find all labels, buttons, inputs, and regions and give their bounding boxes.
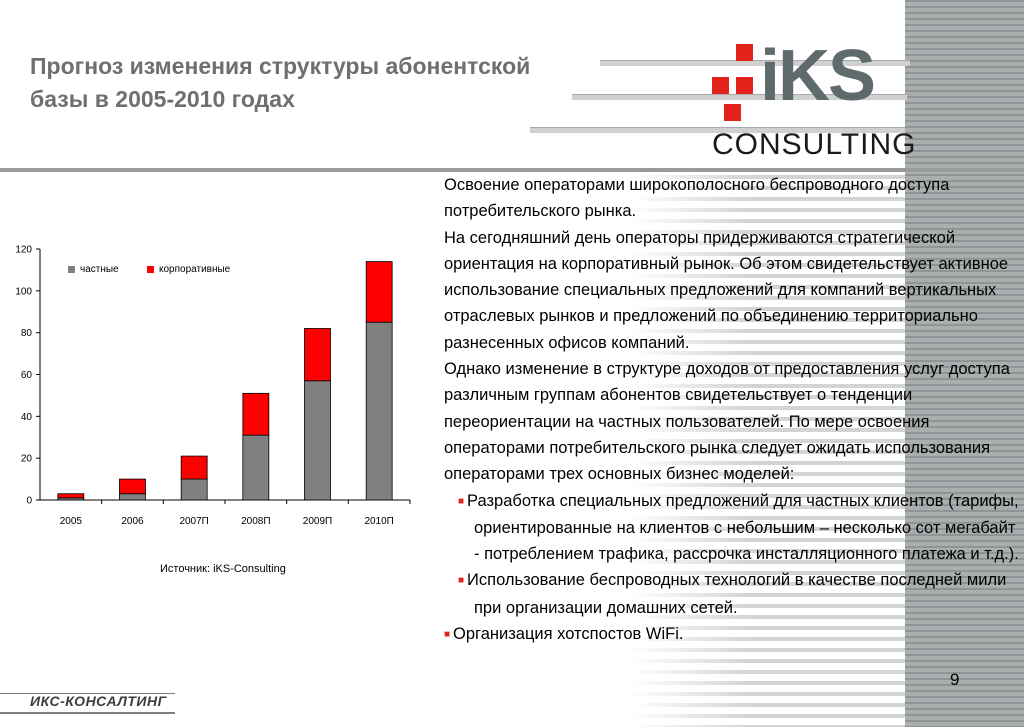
footer-divider (0, 693, 175, 694)
decor-line (600, 60, 910, 66)
legend-item-private: частные (68, 264, 119, 275)
bar-corporate (180, 455, 208, 480)
y-tick-label: 0 (26, 496, 32, 507)
iks-logo: iKS CONSULTING (712, 36, 915, 162)
logo-wordmark: iKS (760, 36, 876, 116)
list-item-text: Организация хотспостов WiFi. (453, 625, 684, 644)
bullet-icon: ■ (458, 495, 465, 507)
y-tick-label: 80 (21, 328, 33, 339)
y-tick-label: 60 (21, 370, 33, 381)
legend-swatch-private (68, 265, 75, 273)
slide-title: Прогноз изменения структуры абонентской … (30, 53, 531, 112)
logo-subtitle: CONSULTING (712, 128, 917, 161)
stacked-bar-chart: 0 20 40 60 80 100 120 2005 2006 2007П 2008П 2009П 20… (15, 245, 411, 527)
bar-private (180, 478, 208, 501)
bar-corporate (242, 392, 270, 436)
legend-item-corporate: корпоративные (147, 264, 230, 275)
bar-private (304, 380, 331, 501)
right-decorative-bar (905, 0, 1024, 727)
footer-logo: ИКС-КОНСАЛТИНГ (30, 693, 167, 709)
x-tick-label: 2009П (303, 516, 332, 527)
legend-label: корпоративные (159, 264, 231, 275)
decor-line (572, 94, 907, 100)
x-tick-label: 2006 (121, 516, 144, 527)
list-item-text: Использование беспроводных технологий в … (467, 571, 1007, 617)
bar-corporate (119, 478, 146, 495)
bar-corporate (304, 328, 331, 382)
y-tick-label: 120 (15, 245, 32, 256)
page-number: 9 (950, 670, 960, 689)
list-item-text: Разработка специальных предложений для ч… (467, 491, 1019, 564)
logo-square (736, 77, 753, 94)
decor-line (530, 127, 905, 133)
bar-corporate (57, 493, 85, 499)
stripes-fade (630, 168, 750, 727)
paragraph: На сегодняшний день операторы придержива… (444, 228, 1009, 352)
legend-label: частные (80, 264, 119, 275)
text-block: Освоение операторами широкополосного бес… (444, 172, 1024, 648)
bar-private (365, 321, 393, 501)
y-tick-label: 20 (21, 454, 33, 465)
y-tick-label: 40 (21, 412, 33, 423)
bar-private (242, 434, 270, 501)
x-tick-label: 2008П (241, 516, 270, 527)
logo-square (724, 104, 741, 121)
logo-square (712, 77, 729, 94)
bar-private (119, 493, 146, 501)
bar-corporate (365, 261, 393, 323)
logo-square (736, 44, 753, 61)
y-tick-label: 100 (15, 286, 32, 297)
legend-swatch-corporate (147, 265, 154, 273)
chart-source: Источник: iKS-Consulting (160, 563, 286, 575)
footer-divider (0, 712, 175, 714)
list-item: ■ Организация хотспостов WiFi. (444, 621, 1024, 648)
x-tick-label: 2005 (60, 516, 83, 527)
title-divider (0, 168, 1024, 172)
list-item: ■ Разработка специальных предложений для … (444, 488, 1024, 568)
bullet-icon: ■ (458, 575, 465, 587)
paragraph: Освоение операторами широкополосного бес… (444, 176, 950, 221)
x-tick-label: 2007П (179, 516, 208, 527)
list-item: ■ Использование беспроводных технологий в… (444, 567, 1024, 621)
paragraph: Однако изменение в структуре доходов от … (444, 360, 1010, 484)
bullet-icon: ■ (444, 629, 451, 641)
x-tick-label: 2010П (364, 516, 393, 527)
